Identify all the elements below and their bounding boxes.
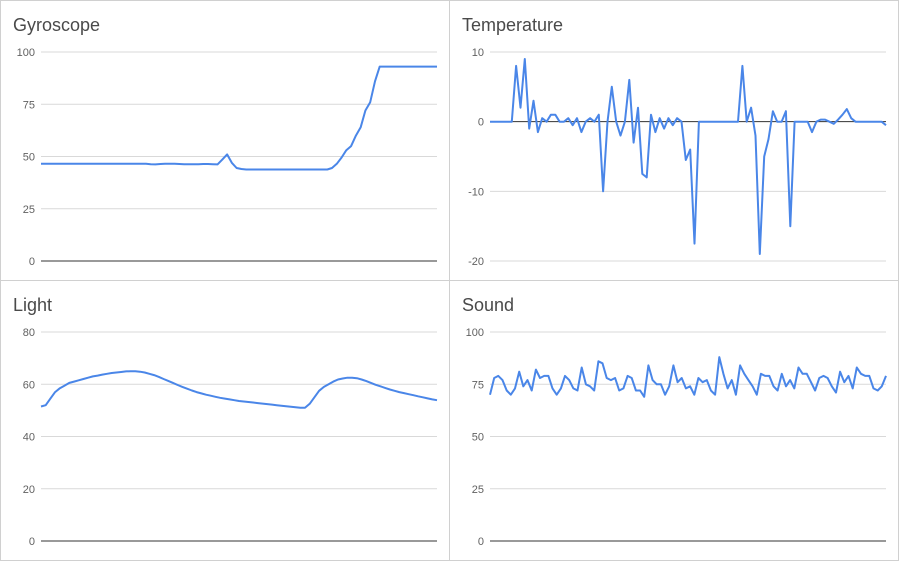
y-tick-label: 25 — [472, 484, 484, 496]
y-tick-label: 20 — [23, 484, 35, 496]
y-tick-label: -10 — [468, 186, 484, 198]
y-tick-label: -20 — [468, 256, 484, 268]
y-tick-label: 100 — [17, 47, 35, 59]
y-tick-label: 25 — [23, 204, 35, 216]
y-tick-label: 0 — [478, 536, 484, 548]
chart-title: Gyroscope — [13, 15, 101, 35]
temperature-chart: -20 -10 0 10 — [468, 47, 887, 268]
y-tick-label: 40 — [23, 432, 35, 444]
light-chart: 0 20 40 60 80 — [23, 327, 438, 548]
y-tick-label: 0 — [29, 256, 35, 268]
y-tick-label: 100 — [466, 327, 484, 339]
chart-title: Temperature — [462, 15, 564, 35]
y-tick-label: 60 — [23, 379, 35, 391]
light-chart-panel: 0 20 40 60 80 Light — [0, 280, 450, 561]
y-tick-label: 50 — [472, 432, 484, 444]
series-line — [490, 58, 887, 255]
chart-title: Sound — [462, 295, 515, 315]
series-line — [41, 65, 437, 171]
y-tick-label: 75 — [23, 99, 35, 111]
sound-chart-panel: 0 25 50 75 100 Sound — [449, 280, 899, 561]
y-tick-label: 75 — [472, 379, 484, 391]
y-tick-label: 10 — [472, 47, 484, 59]
gyroscope-chart-panel: 0 25 50 75 100 Gyroscope — [0, 0, 450, 281]
temperature-chart-panel: -20 -10 0 10 Temperature — [449, 0, 899, 281]
chart-title: Light — [13, 295, 53, 315]
y-tick-label: 80 — [23, 327, 35, 339]
gyroscope-chart: 0 25 50 75 100 — [17, 47, 437, 268]
series-line — [40, 370, 438, 409]
y-tick-label: 0 — [29, 536, 35, 548]
y-tick-label: 50 — [23, 152, 35, 164]
sound-chart: 0 25 50 75 100 — [466, 327, 887, 548]
series-line — [489, 356, 887, 398]
y-tick-label: 0 — [478, 117, 484, 129]
